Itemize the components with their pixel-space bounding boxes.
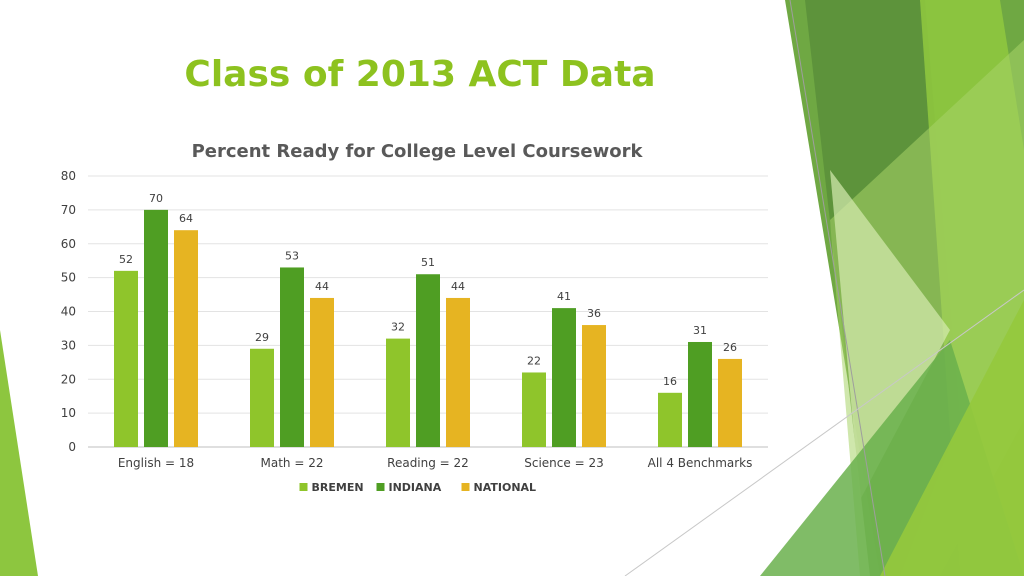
- data-label: 70: [149, 192, 163, 205]
- legend-label-national: NATIONAL: [474, 481, 537, 494]
- data-label: 26: [723, 341, 737, 354]
- x-category-label: Reading = 22: [387, 456, 469, 470]
- data-label: 41: [557, 290, 571, 303]
- data-label: 36: [587, 307, 601, 320]
- bar-indiana: [416, 274, 440, 447]
- bar-national: [446, 297, 470, 447]
- bar-national: [310, 297, 334, 447]
- bar-national: [718, 358, 742, 447]
- data-label: 52: [119, 253, 133, 266]
- bar-bremen: [386, 338, 410, 447]
- deco-line: [789, 0, 886, 576]
- slide-title: Class of 2013 ACT Data: [184, 54, 656, 95]
- legend-swatch-indiana: [376, 483, 385, 491]
- bar-national: [582, 325, 606, 447]
- data-label: 53: [285, 249, 299, 262]
- data-label: 22: [527, 354, 541, 367]
- data-label: 32: [391, 321, 405, 334]
- deco-facet: [0, 330, 38, 576]
- y-tick-label: 20: [61, 372, 76, 386]
- legend-swatch-national: [461, 483, 470, 491]
- data-label: 51: [421, 256, 435, 269]
- data-label: 31: [693, 324, 707, 337]
- bar-bremen: [658, 392, 682, 447]
- deco-line: [624, 289, 1024, 576]
- bar-bremen: [114, 270, 138, 447]
- x-category-label: English = 18: [118, 456, 194, 470]
- y-tick-label: 70: [61, 203, 76, 217]
- data-label: 29: [255, 331, 269, 344]
- legend-swatch-bremen: [299, 483, 308, 491]
- deco-facet: [880, 300, 1024, 576]
- y-tick-label: 50: [61, 271, 76, 285]
- y-tick-label: 60: [61, 237, 76, 251]
- bar-bremen: [250, 348, 274, 447]
- deco-facet: [830, 170, 950, 500]
- legend-label-bremen: BREMEN: [312, 481, 364, 494]
- data-label: 44: [315, 280, 329, 293]
- legend-label-indiana: INDIANA: [389, 481, 442, 494]
- bar-indiana: [280, 267, 304, 447]
- data-label: 16: [663, 375, 677, 388]
- bar-indiana: [552, 308, 576, 447]
- data-label: 44: [451, 280, 465, 293]
- y-tick-label: 0: [68, 440, 76, 454]
- x-category-label: Science = 23: [524, 456, 603, 470]
- y-tick-label: 30: [61, 338, 76, 352]
- bar-national: [174, 230, 198, 447]
- data-label: 64: [179, 212, 193, 225]
- bar-indiana: [688, 341, 712, 447]
- bar-indiana: [144, 209, 168, 447]
- bar-bremen: [522, 372, 546, 447]
- y-tick-label: 40: [61, 305, 76, 319]
- x-category-label: Math = 22: [261, 456, 324, 470]
- x-category-label: All 4 Benchmarks: [648, 456, 753, 470]
- y-tick-label: 80: [61, 169, 76, 183]
- y-tick-label: 10: [61, 406, 76, 420]
- chart-title: Percent Ready for College Level Coursewo…: [192, 141, 644, 162]
